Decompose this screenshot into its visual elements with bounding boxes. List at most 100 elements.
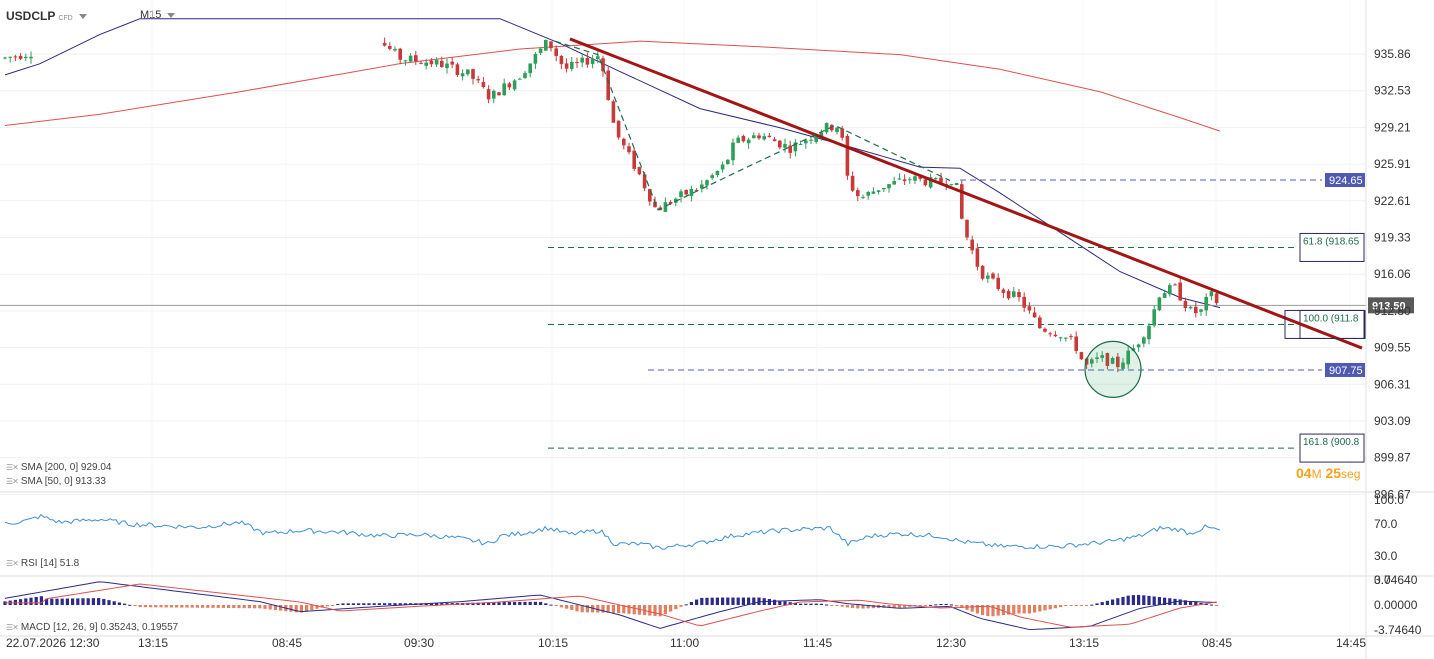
macd-histogram-bar — [206, 605, 210, 608]
timeframe-selector[interactable]: M15 — [140, 9, 176, 21]
price-tick-label: 899.87 — [1374, 451, 1411, 465]
candle-bullish — [1121, 362, 1125, 369]
countdown-seconds-unit: seg — [1341, 467, 1361, 481]
price-tick-label: 922.61 — [1374, 194, 1411, 208]
candle-bullish — [798, 143, 803, 145]
drawings[interactable] — [554, 37, 1366, 399]
menu-icon[interactable]: ☰✕ — [6, 477, 19, 486]
candle-bearish — [450, 61, 454, 65]
menu-icon[interactable]: ☰✕ — [6, 463, 19, 472]
macd-histogram-bar — [1116, 598, 1120, 605]
candle-bearish — [575, 62, 579, 64]
candle-bearish — [1038, 317, 1042, 329]
candle-bullish — [897, 178, 902, 180]
candle-bullish — [892, 181, 896, 185]
candle-bearish — [840, 128, 844, 138]
macd-histogram-bar — [861, 605, 865, 609]
candle-bullish — [1095, 357, 1099, 359]
symbol-selector[interactable]: USDCLP CFD — [6, 9, 87, 23]
candle-bearish — [559, 55, 564, 65]
macd-histogram-bar — [19, 599, 23, 605]
candle-bullish — [783, 143, 787, 148]
candle-bearish — [1043, 328, 1047, 332]
candle-bearish — [1048, 333, 1052, 335]
sma-50-curve — [4, 18, 1221, 309]
macd-histogram-bar — [190, 605, 194, 608]
price-axis[interactable]: 935.86 932.53 929.21 925.91 922.61 919.33 916.… — [1365, 0, 1411, 659]
candle-bullish — [705, 180, 709, 186]
sma50-legend[interactable]: ☰✕ SMA [50, 0] 913.33 — [6, 476, 106, 487]
candle-bearish — [429, 60, 434, 65]
macd-histogram-bar — [840, 605, 844, 607]
rsi-legend[interactable]: ☰✕ RSI [14] 51.8 — [6, 558, 79, 569]
macd-histogram-bar — [258, 605, 262, 609]
descending-trendline — [569, 37, 1363, 350]
candle-bullish — [1162, 293, 1167, 298]
macd-histogram-bar — [923, 605, 927, 606]
candle-bearish — [564, 63, 569, 69]
candle-bullish — [814, 135, 818, 142]
candle-bullish — [809, 139, 813, 141]
candle-bearish — [481, 82, 486, 88]
candle-bullish — [466, 69, 470, 75]
candle-bearish — [471, 69, 475, 79]
fib-label-box — [1299, 433, 1365, 463]
macd-histogram-bar — [960, 605, 964, 609]
macd-histogram-bar — [684, 604, 688, 606]
candle-bullish — [762, 136, 766, 140]
support-level-label: 907.75 — [1329, 365, 1363, 377]
candle-bullish — [460, 73, 465, 77]
macd-histogram-bar — [305, 605, 309, 612]
fib-level-label: 100.0 (911.8 — [1303, 313, 1359, 324]
countdown-minutes: 04 — [1296, 465, 1312, 481]
menu-icon[interactable]: ☰✕ — [6, 623, 19, 632]
candle-bullish — [752, 135, 756, 139]
candle-bullish — [544, 39, 548, 51]
macd-histogram-bar — [117, 602, 121, 605]
menu-icon[interactable]: ☰✕ — [6, 559, 19, 568]
candle-bearish — [1116, 356, 1120, 368]
candle-bullish — [986, 275, 990, 279]
macd-histogram-bar — [1007, 605, 1011, 615]
fib-level-label: 161.8 (900.8 — [1303, 437, 1360, 448]
macd-histogram-bar — [91, 598, 95, 605]
macd-histogram-bar — [362, 603, 366, 605]
macd-histogram-bar — [1111, 599, 1115, 605]
candle-bearish — [996, 277, 1000, 290]
macd-legend[interactable]: ☰✕ MACD [12, 26, 9] 0.35243, 0.19557 — [6, 622, 178, 633]
macd-histogram-bar — [596, 605, 600, 613]
macd-histogram-bar — [492, 602, 496, 605]
candle-bearish — [1006, 290, 1011, 299]
macd-histogram-bar — [632, 605, 636, 615]
candle-bullish — [24, 56, 28, 59]
macd-tick-label: 3.74640 — [1374, 573, 1418, 587]
rsi-tick-label: 0.0 — [1374, 573, 1391, 587]
macd-histogram-bar — [45, 598, 49, 605]
candle-bullish — [518, 78, 522, 80]
candle-bearish — [440, 60, 444, 68]
macd-histogram-bar — [107, 600, 111, 605]
macd-histogram-bar — [710, 597, 714, 605]
circled-low — [1084, 340, 1142, 399]
candle-bullish — [8, 56, 12, 58]
macd-histogram-bar — [669, 605, 673, 612]
macd-histogram-bar — [154, 605, 158, 608]
candle-bearish — [767, 135, 772, 138]
sma200-legend[interactable]: ☰✕ SMA [200, 0] 929.04 — [6, 462, 112, 473]
macd-histogram-bar — [1017, 605, 1021, 614]
macd-histogram-bar — [648, 605, 652, 616]
price-tick-label: 935.86 — [1374, 47, 1411, 61]
macd-histogram-bar — [1038, 605, 1042, 612]
horizontal-levels[interactable]: 924.65 907.75 61.8 (918.65 100.0 (911.8 161.… — [0, 173, 1414, 463]
macd-histogram-bar — [29, 597, 33, 605]
chevron-down-icon — [167, 12, 176, 18]
macd-histogram-bar — [663, 605, 667, 614]
price-tick-label: 925.91 — [1374, 157, 1411, 171]
macd-histogram-bar — [403, 603, 407, 605]
candle-bullish — [876, 190, 881, 192]
macd-histogram-bar — [1199, 602, 1203, 605]
time-axis[interactable]: 22.07.2026 12:30 13:15 08:45 09:30 10:15 11:0… — [6, 636, 1366, 650]
candle-bearish — [382, 42, 387, 46]
candle-bullish — [533, 53, 538, 64]
